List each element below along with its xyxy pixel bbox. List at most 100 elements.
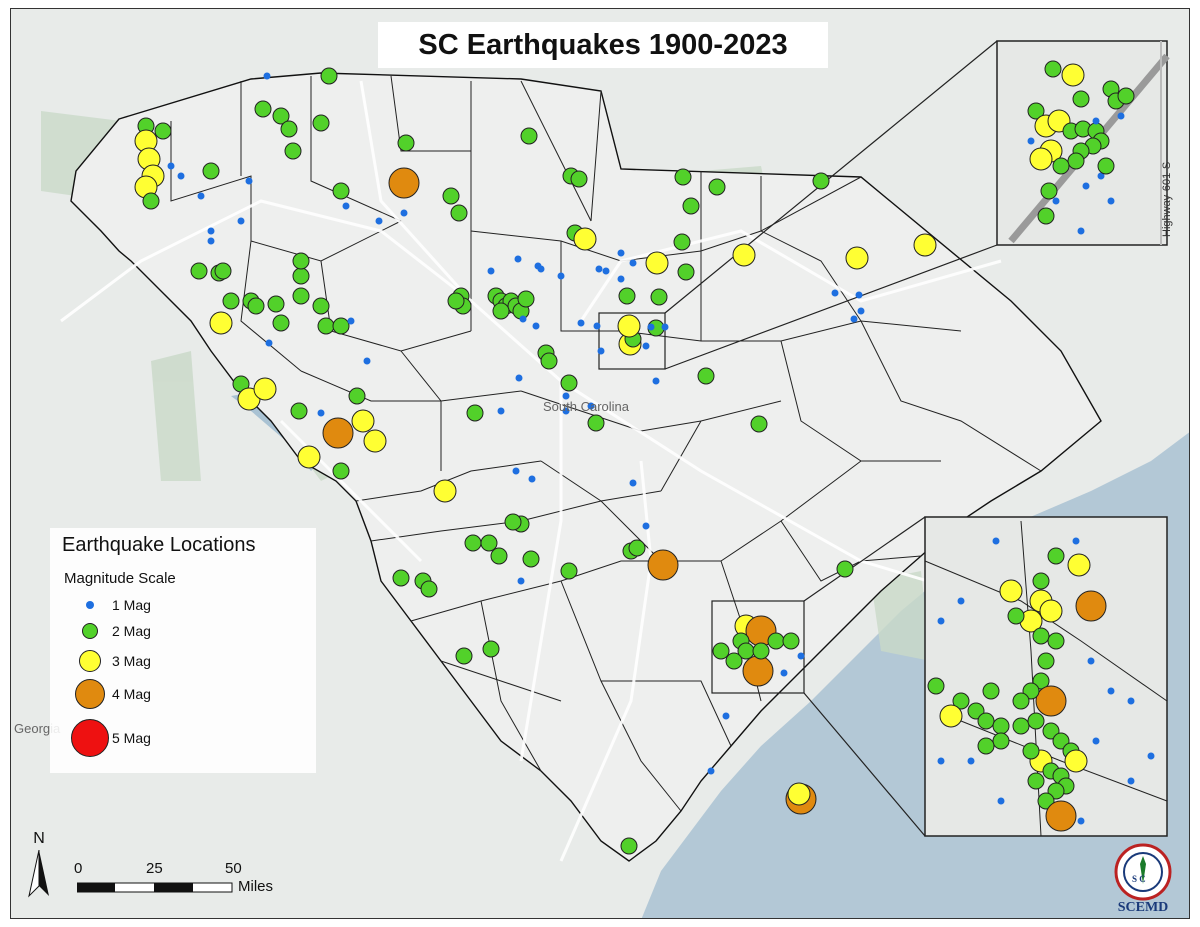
earthquake-mag2-point <box>290 402 308 420</box>
legend-item-mag2: 2 Mag <box>50 614 310 648</box>
earthquake-mag2-point <box>397 134 415 152</box>
earthquake-mag1-point <box>514 255 522 263</box>
earthquake-mag1-point <box>642 342 650 350</box>
earthquake-mag1-point <box>647 323 655 331</box>
earthquake-mag2-point <box>154 122 172 140</box>
earthquake-mag1-point <box>207 227 215 235</box>
earthquake-mag2-point <box>292 287 310 305</box>
earthquake-mag1-point <box>593 322 601 330</box>
earthquake-mag2-point <box>455 647 473 665</box>
earthquake-mag1-point <box>497 407 505 415</box>
earthquake-mag2-point <box>520 127 538 145</box>
earthquake-mag1-point <box>617 275 625 283</box>
earthquake-mag2-point <box>570 170 588 188</box>
legend-label: 4 Mag <box>112 686 151 702</box>
earthquake-mag3-point <box>297 445 321 469</box>
earthquake-mag1-point <box>629 479 637 487</box>
earthquake-mag1-point <box>528 475 536 483</box>
earthquake-mag1-point <box>557 272 565 280</box>
earthquake-mag2-point <box>222 292 240 310</box>
earthquake-mag2-point <box>292 267 310 285</box>
earthquake-mag3-point <box>209 311 233 335</box>
scale-tick-0: 0 <box>74 860 83 877</box>
earthquake-mag1-point <box>855 291 863 299</box>
north-label: N <box>33 830 45 847</box>
earthquake-mag2-point <box>517 290 535 308</box>
earthquake-mag2-point <box>312 114 330 132</box>
earthquake-mag1-point <box>177 172 185 180</box>
earthquake-mag2-point <box>1007 607 1025 625</box>
earthquake-mag1-point <box>537 265 545 273</box>
legend-subtitle: Magnitude Scale <box>64 570 176 587</box>
mag1-symbol <box>86 601 94 609</box>
earthquake-mag4-point <box>742 655 774 687</box>
earthquake-mag2-point <box>1022 742 1040 760</box>
earthquake-mag1-point <box>577 319 585 327</box>
earthquake-mag2-point <box>272 107 290 125</box>
earthquake-mag2-point <box>1037 792 1055 810</box>
legend-label: 3 Mag <box>112 653 151 669</box>
earthquake-mag1-point <box>375 217 383 225</box>
earthquake-mag2-point <box>752 642 770 660</box>
earthquake-mag2-point <box>284 142 302 160</box>
earthquake-mag2-point <box>450 204 468 222</box>
earthquake-mag3-point <box>1064 749 1088 773</box>
earthquake-mag3-point <box>645 251 669 275</box>
earthquake-mag2-point <box>767 632 785 650</box>
earthquake-mag2-point <box>952 692 970 710</box>
earthquake-mag1-point <box>1072 537 1080 545</box>
roads <box>60 80 1002 862</box>
mag3-symbol <box>79 650 101 672</box>
earthquake-mag2-point <box>1037 652 1055 670</box>
inset-source-box-1 <box>598 312 666 370</box>
earthquake-mag2-point <box>202 162 220 180</box>
earthquake-mag1-point <box>1127 777 1135 785</box>
earthquake-mag1-point <box>519 315 527 323</box>
legend-label: 1 Mag <box>112 597 151 613</box>
earthquake-mag1-point <box>167 162 175 170</box>
earthquake-mag2-point <box>190 262 208 280</box>
earthquake-mag1-point <box>661 323 669 331</box>
earthquake-mag1-point <box>1147 752 1155 760</box>
earthquake-mag3-point <box>732 243 756 267</box>
seal-initials: S C <box>1132 874 1146 884</box>
earthquake-mag1-point <box>1092 117 1100 125</box>
earthquake-mag1-point <box>562 392 570 400</box>
earthquake-mag1-point <box>1092 737 1100 745</box>
earthquake-mag1-point <box>595 265 603 273</box>
earthquake-mag4-point <box>1035 685 1067 717</box>
earthquake-mag1-point <box>597 347 605 355</box>
earthquake-mag4-point <box>322 417 354 449</box>
earthquake-mag1-point <box>1117 112 1125 120</box>
earthquake-mag3-point <box>913 233 937 257</box>
earthquake-mag1-point <box>1082 182 1090 190</box>
neighbor-label: Georgia <box>14 721 61 736</box>
earthquake-mag3-point <box>1067 553 1091 577</box>
earthquake-mag2-point <box>1047 632 1065 650</box>
earthquake-mag1-point <box>617 249 625 257</box>
earthquake-mag1-point <box>587 402 595 410</box>
legend-label: 5 Mag <box>112 730 151 746</box>
earthquake-mag1-point <box>363 357 371 365</box>
earthquake-mag2-point <box>1067 152 1085 170</box>
earthquake-mag1-point <box>937 757 945 765</box>
earthquake-mag2-point <box>1117 87 1135 105</box>
earthquake-mag1-point <box>400 209 408 217</box>
legend-item-mag3: 3 Mag <box>50 644 310 678</box>
earthquake-mag2-point <box>466 404 484 422</box>
earthquake-mag2-point <box>712 642 730 660</box>
earthquake-mag3-point <box>617 314 641 338</box>
earthquake-mag1-point <box>957 597 965 605</box>
earthquake-mag1-point <box>562 407 570 415</box>
mag2-symbol <box>82 623 98 639</box>
earthquake-mag1-point <box>263 72 271 80</box>
earthquake-mag1-point <box>342 202 350 210</box>
earthquake-mag1-point <box>347 317 355 325</box>
earthquake-mag1-point <box>937 617 945 625</box>
north-arrow-icon <box>28 850 49 898</box>
earthquake-mag2-point <box>332 462 350 480</box>
inset-frames <box>598 40 998 837</box>
earthquake-mag3-point <box>363 429 387 453</box>
earthquake-mag2-point <box>1032 572 1050 590</box>
earthquake-mag3-point <box>845 246 869 270</box>
